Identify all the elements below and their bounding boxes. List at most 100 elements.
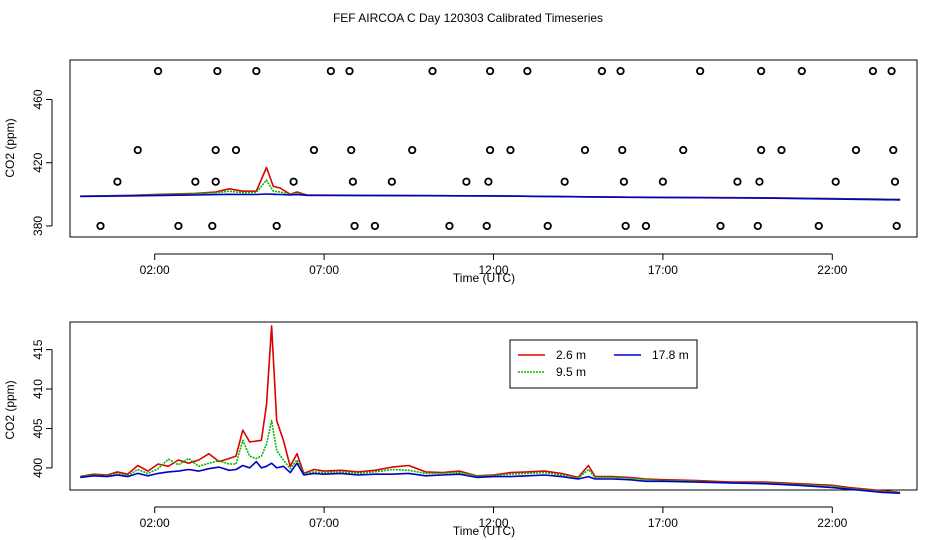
y-tick-label: 460 — [31, 89, 45, 109]
y-tick-label: 405 — [31, 418, 45, 438]
top-circle-markers — [96, 66, 901, 231]
x-tick-label: 02:00 — [140, 263, 170, 277]
data-point-marker — [326, 66, 335, 76]
legend-label-9.5m: 9.5 m — [556, 365, 586, 379]
bottom-x-axis: 02:00 07:00 12:00 17:00 22:00 — [140, 506, 848, 530]
data-point-marker — [153, 66, 163, 76]
legend-label-2.6m: 2.6 m — [556, 348, 586, 362]
data-point-marker — [213, 66, 222, 76]
data-point-marker — [641, 221, 651, 231]
y-tick-label: 380 — [31, 216, 45, 236]
data-point-marker — [814, 221, 823, 231]
data-point-marker — [211, 177, 220, 186]
y-tick-label: 400 — [31, 458, 45, 478]
data-point-marker — [757, 66, 766, 76]
data-point-marker — [753, 221, 762, 231]
x-tick-label: 02:00 — [140, 516, 170, 530]
data-point-marker — [309, 145, 319, 155]
top-x-axis-label: Time (UTC) — [453, 271, 515, 285]
data-point-marker — [543, 221, 552, 231]
data-point-marker — [831, 177, 840, 186]
x-tick-label: 22:00 — [817, 516, 847, 530]
series-line-1 — [80, 325, 901, 494]
data-point-marker — [757, 145, 766, 155]
top-x-axis: 02:00 07:00 12:00 17:00 22:00 — [140, 253, 848, 277]
data-point-marker — [523, 66, 532, 76]
data-point-marker — [208, 221, 217, 231]
data-point-marker — [272, 221, 281, 231]
data-point-marker — [486, 145, 495, 155]
data-point-marker — [797, 66, 806, 76]
data-point-marker — [716, 221, 725, 231]
x-tick-label: 12:00 — [478, 516, 508, 530]
bottom-series-lines — [80, 325, 901, 494]
data-point-marker — [658, 177, 668, 186]
x-tick-label: 07:00 — [309, 516, 339, 530]
data-point-marker — [889, 145, 898, 155]
data-point-marker — [851, 145, 861, 155]
data-point-marker — [868, 66, 878, 76]
data-point-marker — [892, 221, 901, 231]
data-point-marker — [348, 177, 357, 186]
top-y-axis: 380 420 460 — [31, 89, 53, 236]
series-line-3 — [80, 193, 901, 201]
data-point-marker — [482, 221, 491, 231]
data-point-marker — [486, 66, 495, 76]
x-tick-label: 22:00 — [817, 263, 847, 277]
data-point-marker — [506, 145, 515, 155]
y-tick-label: 420 — [31, 152, 45, 172]
data-point-marker — [445, 221, 454, 231]
bottom-timeseries-panel: 400 405 410 415 02:00 07:00 12:00 17:00 22:00 T… — [3, 321, 918, 538]
data-point-marker — [133, 145, 142, 155]
data-point-marker — [484, 177, 493, 186]
data-point-marker — [345, 66, 354, 76]
data-point-marker — [679, 145, 688, 155]
data-point-marker — [174, 221, 183, 231]
x-tick-label: 07:00 — [309, 263, 339, 277]
top-plot-frame — [69, 59, 918, 238]
series-line-2 — [80, 419, 901, 494]
bottom-y-axis: 400 405 410 415 — [31, 339, 53, 478]
top-timeseries-panel: 380 420 460 02:00 07:00 12:00 17:00 22:00 Time… — [3, 59, 918, 285]
data-point-marker — [211, 145, 220, 155]
figure-title: FEF AIRCOA C Day 120303 Calibrated Times… — [333, 11, 603, 25]
x-tick-label: 12:00 — [478, 263, 508, 277]
data-point-marker — [733, 177, 742, 186]
data-point-marker — [350, 221, 359, 231]
data-point-marker — [560, 177, 569, 186]
data-point-marker — [387, 177, 396, 186]
data-point-marker — [113, 177, 122, 186]
series-line-3 — [80, 460, 901, 494]
data-point-marker — [580, 145, 590, 155]
data-point-marker — [428, 66, 437, 76]
data-point-marker — [619, 177, 629, 186]
data-point-marker — [252, 66, 261, 76]
bottom-x-axis-label: Time (UTC) — [453, 524, 515, 538]
data-point-marker — [597, 66, 607, 76]
legend-label-17.8m: 17.8 m — [652, 348, 689, 362]
data-point-marker — [621, 221, 630, 231]
legend-box — [509, 339, 698, 389]
data-point-marker — [616, 66, 625, 76]
x-tick-label: 17:00 — [648, 263, 678, 277]
data-point-marker — [408, 145, 417, 155]
bottom-plot-frame — [69, 321, 918, 491]
y-tick-label: 415 — [31, 339, 45, 359]
data-point-marker — [890, 177, 900, 186]
data-point-marker — [887, 66, 896, 76]
data-point-marker — [96, 221, 105, 231]
y-tick-label: 410 — [31, 379, 45, 399]
data-point-marker — [191, 177, 200, 186]
data-point-marker — [289, 177, 298, 186]
data-point-marker — [696, 66, 705, 76]
data-point-marker — [618, 145, 627, 155]
data-point-marker — [755, 177, 764, 186]
top-series-lines — [80, 166, 901, 201]
bottom-y-axis-label: CO2 (ppm) — [3, 380, 17, 439]
legend: 2.6 m 17.8 m 9.5 m — [509, 339, 698, 389]
data-point-marker — [777, 145, 786, 155]
x-tick-label: 17:00 — [648, 516, 678, 530]
data-point-marker — [462, 177, 471, 186]
data-point-marker — [370, 221, 380, 231]
